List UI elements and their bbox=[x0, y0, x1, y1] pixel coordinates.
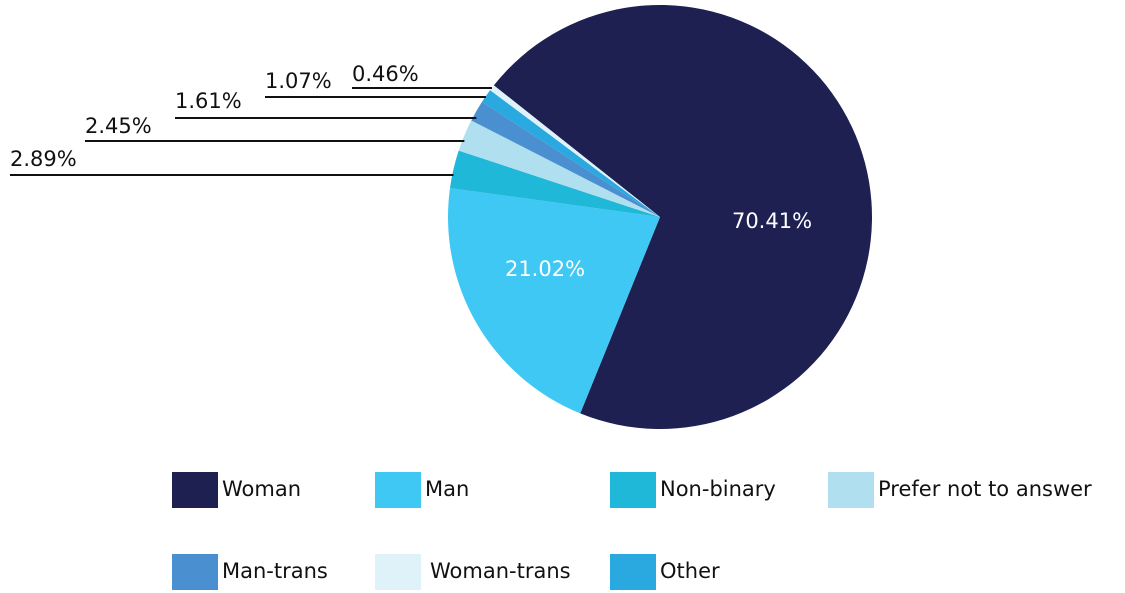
slice-label: 1.07% bbox=[265, 69, 332, 93]
legend-label: Non-binary bbox=[660, 477, 776, 501]
pie-slice bbox=[493, 5, 872, 430]
legend-swatch bbox=[172, 472, 218, 508]
legend-label: Other bbox=[660, 559, 720, 583]
legend-swatch bbox=[375, 472, 421, 508]
pie-slice bbox=[481, 90, 660, 217]
legend-label: Woman-trans bbox=[430, 559, 571, 583]
legend-label: Prefer not to answer bbox=[878, 477, 1092, 501]
pie-slice bbox=[448, 188, 660, 414]
legend-label: Man-trans bbox=[222, 559, 328, 583]
legend-label: Woman bbox=[222, 477, 301, 501]
slice-label: 2.45% bbox=[85, 114, 152, 138]
slice-label: 70.41% bbox=[732, 209, 812, 233]
pie-slice bbox=[471, 101, 660, 217]
legend-swatch bbox=[172, 554, 218, 590]
pie-slice bbox=[490, 85, 660, 217]
legend-swatch bbox=[375, 554, 421, 590]
slice-label: 2.89% bbox=[10, 147, 77, 171]
pie-slice bbox=[449, 150, 660, 217]
slice-label: 0.46% bbox=[352, 62, 419, 86]
legend-swatch bbox=[828, 472, 874, 508]
slice-label: 21.02% bbox=[505, 257, 585, 281]
slice-label: 1.61% bbox=[175, 89, 242, 113]
legend-label: Man bbox=[425, 477, 469, 501]
legend-swatch bbox=[610, 554, 656, 590]
pie-slice bbox=[458, 120, 660, 217]
legend-swatch bbox=[610, 472, 656, 508]
